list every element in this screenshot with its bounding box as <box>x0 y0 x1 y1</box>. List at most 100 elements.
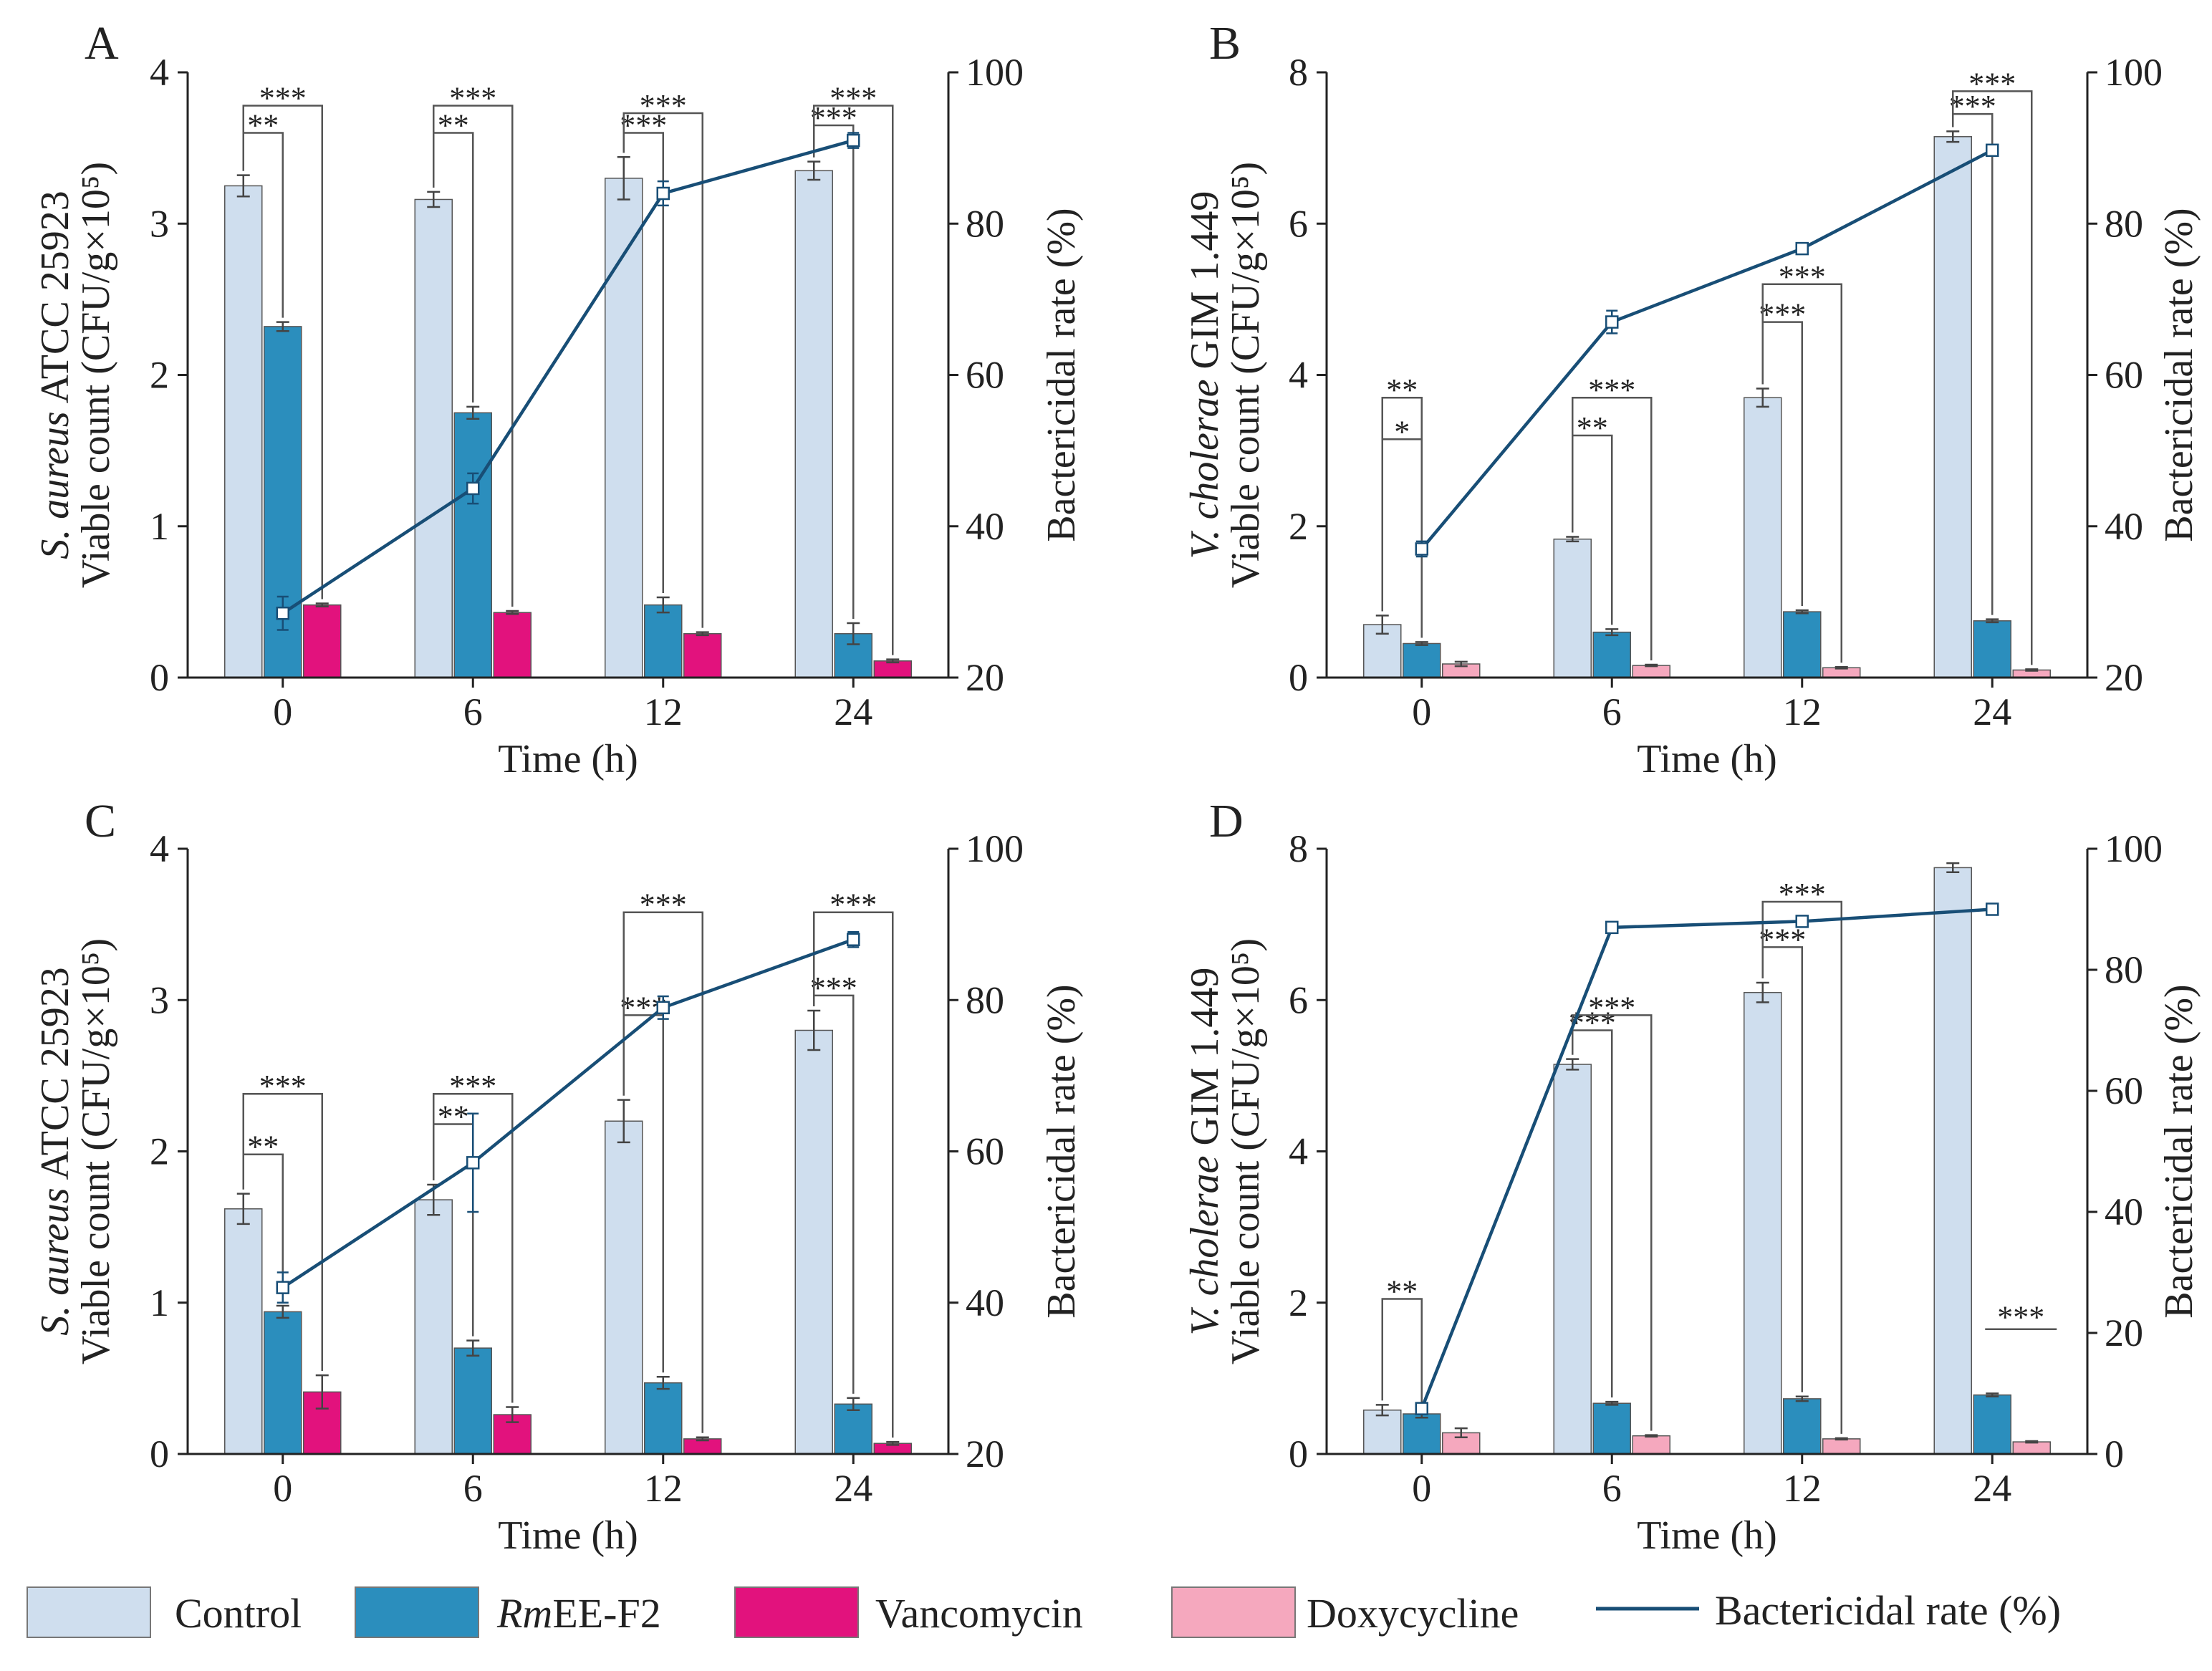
significance-label: *** <box>810 971 857 1006</box>
error-bar <box>617 1099 630 1144</box>
bar-control-6h <box>414 198 453 678</box>
significance-label: *** <box>449 1069 496 1104</box>
significance-bracket: *** <box>813 887 894 1438</box>
panel-letter: B <box>1209 17 1241 69</box>
error-bar <box>276 1304 289 1319</box>
error-bar <box>276 321 289 332</box>
chart-panel-c: C**********************01234204060801000… <box>33 795 1084 1558</box>
significance-label: ** <box>1386 1273 1418 1309</box>
bar-control-6h <box>1553 538 1592 678</box>
error-bar <box>886 658 900 664</box>
legend-swatch-vancomycin <box>734 1586 859 1638</box>
rate-point-12h <box>1795 241 1809 256</box>
significance-label: *** <box>1779 877 1826 912</box>
error-bar <box>1645 1434 1658 1438</box>
rate-point-12h <box>656 995 670 1020</box>
y-tick-label: 4 <box>150 827 169 870</box>
error-bar <box>1756 387 1769 408</box>
significance-label: ** <box>1386 372 1418 408</box>
significance-bracket: *** <box>813 80 894 655</box>
x-tick-label: 24 <box>834 1467 872 1510</box>
significance-label: *** <box>830 887 877 923</box>
y2-tick-label: 40 <box>966 1281 1004 1324</box>
error-bar <box>236 174 250 198</box>
error-bar <box>807 1009 821 1051</box>
y-axis-title: Viable count (CFU/g×10⁵) <box>1223 938 1268 1364</box>
rate-point-24h <box>847 132 860 149</box>
bar-control-0h <box>1363 1409 1402 1455</box>
legend-label-doxycycline: Doxycycline <box>1307 1590 1519 1637</box>
x-tick-label: 6 <box>463 1467 483 1510</box>
error-bar <box>1566 1058 1579 1071</box>
y2-tick-label: 40 <box>2105 1190 2143 1233</box>
x-tick-label: 0 <box>1412 1467 1431 1510</box>
error-bar <box>1645 663 1658 668</box>
rate-point-6h <box>1605 920 1619 935</box>
bar-control-6h <box>414 1199 453 1455</box>
error-bar <box>1415 641 1428 646</box>
bar-control-24h <box>794 1029 833 1455</box>
bar-doxycycline-6h <box>1632 1435 1670 1455</box>
error-bar <box>1834 665 1848 670</box>
y2-tick-label: 80 <box>966 978 1004 1021</box>
rate-point-0h <box>1415 540 1428 558</box>
significance-label: *** <box>1779 259 1826 294</box>
error-bar <box>1795 1395 1809 1402</box>
significance-label: *** <box>640 88 687 123</box>
y-tick-label: 4 <box>1289 1130 1308 1173</box>
y2-tick-label: 60 <box>2105 1069 2143 1112</box>
significance-bracket: *** <box>1952 66 2033 665</box>
y2-axis-title: Bactericidal rate (%) <box>2157 984 2201 1318</box>
y-axis-title: Viable count (CFU/g×10⁵) <box>1223 162 1268 588</box>
rate-point-0h <box>276 595 289 631</box>
significance-label: *** <box>1588 990 1635 1025</box>
bar-doxycycline-12h <box>1822 1438 1861 1455</box>
legend-label-vancomycin: Vancomycin <box>875 1590 1083 1637</box>
significance-tag: *** <box>1985 1300 2057 1335</box>
legend-label-rmee-italic: Rm <box>496 1590 552 1637</box>
y-tick-label: 1 <box>150 1281 169 1324</box>
x-tick-label: 0 <box>273 690 292 733</box>
chart-panels: A**************** ******01234204060801000… <box>33 17 2201 1558</box>
y-tick-label: 3 <box>150 978 169 1021</box>
significance-bracket: *** <box>1761 259 1842 663</box>
y-tick-label: 6 <box>1289 978 1308 1021</box>
y-axis-title: Viable count (CFU/g×10⁵) <box>74 162 118 588</box>
y2-tick-label: 60 <box>2105 354 2143 397</box>
y2-tick-label: 20 <box>966 1432 1004 1475</box>
x-tick-label: 6 <box>1602 690 1622 733</box>
significance-label: *** <box>259 80 307 115</box>
significance-bracket: *** <box>1761 877 1842 1434</box>
error-bar <box>1375 1404 1389 1417</box>
panel-letter: A <box>85 17 119 69</box>
rate-point-12h <box>1795 915 1809 928</box>
significance-label: *** <box>1759 297 1806 332</box>
bar-vancomycin-24h <box>873 660 912 678</box>
error-bar <box>696 631 709 637</box>
x-tick-label: 12 <box>1783 690 1822 733</box>
rate-point-12h <box>656 180 670 207</box>
rate-point-6h <box>466 1112 480 1213</box>
y2-tick-label: 100 <box>2105 827 2163 870</box>
error-bar <box>847 622 860 645</box>
y-tick-label: 1 <box>150 505 169 548</box>
significance-bracket: *** <box>1572 990 1653 1431</box>
error-bar <box>1795 609 1809 615</box>
significance-label: *** <box>640 887 687 923</box>
x-axis-title: Time (h) <box>498 1513 638 1558</box>
bar-rmee-f2-12h <box>644 1382 683 1455</box>
error-bar <box>656 1376 670 1390</box>
error-bar <box>807 160 821 181</box>
bar-rmee-f2-0h <box>1403 1413 1441 1455</box>
y-axis-title-species: V. cholerae GIM 1.449 <box>1183 968 1227 1336</box>
error-bar <box>2025 1440 2039 1444</box>
panel-letter: C <box>85 795 116 847</box>
bar-doxycycline-6h <box>1632 665 1670 678</box>
error-bar <box>506 610 519 615</box>
rate-line <box>1420 907 1993 1410</box>
y-tick-label: 2 <box>150 1130 169 1173</box>
y-tick-label: 0 <box>150 1432 169 1475</box>
error-bar <box>466 1339 480 1357</box>
bar-control-12h <box>1744 991 1782 1455</box>
